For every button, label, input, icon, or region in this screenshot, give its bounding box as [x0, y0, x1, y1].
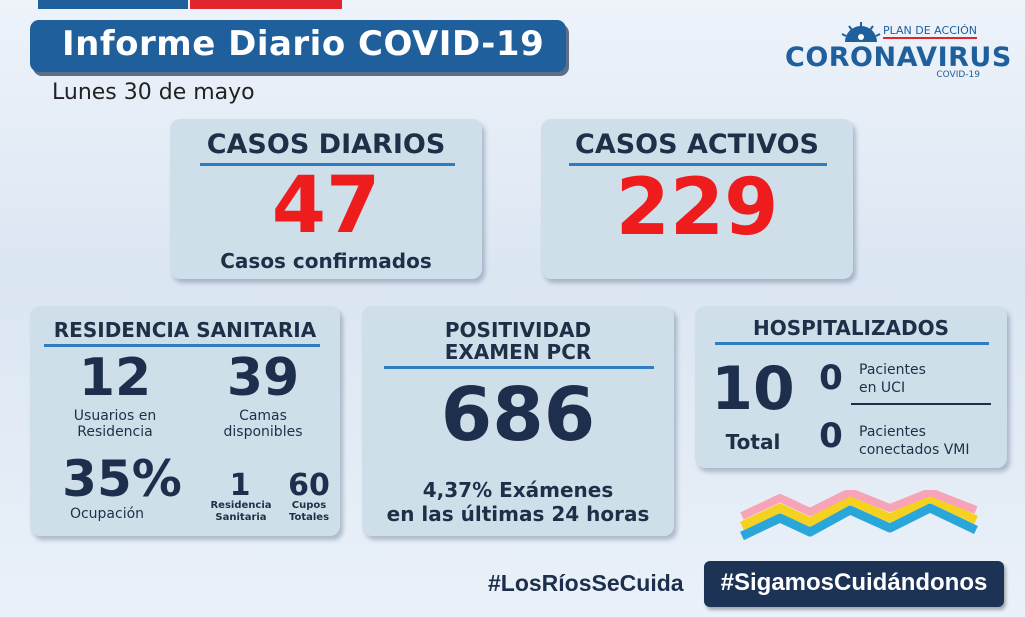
residencia-card: RESIDENCIA SANITARIA 12 Usuarios en Resi… — [30, 306, 340, 536]
casos-diarios-card: CASOS DIARIOS 47 Casos confirmados — [170, 119, 482, 279]
camas-label-2: disponibles — [223, 424, 303, 440]
positividad-value: 686 — [440, 372, 596, 458]
casos-diarios-heading: CASOS DIARIOS — [206, 129, 446, 160]
ocupacion-label: Ocupación — [69, 506, 145, 522]
sun-emblem-icon — [841, 22, 881, 42]
positividad-rule — [384, 366, 654, 369]
hashtag-sigamos-pill: #SigamosCuidándonos — [704, 561, 1004, 607]
camas-label-1: Camas — [239, 408, 287, 424]
cupos-label-2: Totales — [288, 512, 330, 523]
casos-activos-heading: CASOS ACTIVOS — [575, 129, 819, 160]
hospitalizados-total-value: 10 — [711, 354, 795, 424]
usuarios-value: 12 — [78, 348, 152, 408]
cupos-label-1: Cupos — [291, 500, 327, 511]
hospitalizados-heading: HOSPITALIZADOS — [753, 316, 949, 340]
uci-divider — [851, 403, 991, 405]
usuarios-label-2: Residencia — [77, 424, 153, 440]
ocupacion-value: 35% — [62, 450, 182, 508]
casos-diarios-caption: Casos confirmados — [220, 249, 432, 273]
casos-diarios-rule — [200, 163, 455, 166]
positividad-caption-2: en las últimas 24 horas — [386, 502, 650, 526]
residencia-count-label-1: Residencia — [210, 500, 272, 511]
logo-covid-text: COVID-19 — [936, 70, 980, 80]
hospitalizados-card: HOSPITALIZADOS 10 Total 0 Pacientes en U… — [695, 306, 1007, 468]
usuarios-label-1: Usuarios en — [73, 408, 157, 424]
title-banner: Informe Diario COVID-19 — [30, 20, 566, 72]
camas-value: 39 — [226, 348, 300, 408]
positividad-caption-1: 4,37% Exámenes — [422, 478, 614, 502]
report-date: Lunes 30 de mayo — [52, 80, 255, 105]
flag-strip-red — [190, 0, 342, 9]
plan-logo: PLAN DE ACCIÓN CORONAVIRUS COVID-19 — [785, 20, 1011, 82]
positividad-heading-2: EXAMEN PCR — [444, 340, 592, 364]
uci-label-1: Pacientes — [859, 362, 926, 378]
casos-diarios-value: 47 — [271, 161, 381, 251]
logo-coronavirus-text: CORONAVIRUS — [785, 42, 1012, 73]
positividad-card: POSITIVIDAD EXAMEN PCR 686 4,37% Exámene… — [362, 306, 674, 536]
residencia-rule — [44, 344, 320, 347]
logo-plan-text: PLAN DE ACCIÓN — [883, 24, 978, 39]
residencia-heading: RESIDENCIA SANITARIA — [53, 318, 317, 342]
residencia-count-value: 1 — [229, 468, 251, 503]
casos-activos-value: 229 — [615, 163, 779, 253]
residencia-count-label-2: Sanitaria — [215, 512, 267, 523]
hospitalizados-total-label: Total — [725, 430, 781, 454]
los-rios-mountains-icon — [740, 490, 978, 541]
positividad-heading-1: POSITIVIDAD — [444, 318, 592, 342]
vmi-value: 0 — [819, 416, 843, 456]
hashtag-sigamos: #SigamosCuidándonos — [720, 569, 988, 596]
vmi-label-2: conectados VMI — [859, 442, 970, 458]
hospitalizados-rule — [715, 342, 989, 345]
uci-label-2: en UCI — [859, 380, 906, 396]
page-title: Informe Diario COVID-19 — [62, 24, 545, 64]
cupos-value: 60 — [288, 468, 330, 503]
hashtag-losrios: #LosRíosSeCuida — [488, 570, 684, 596]
uci-value: 0 — [819, 358, 843, 398]
vmi-label-1: Pacientes — [859, 424, 926, 440]
flag-strip-blue — [38, 0, 188, 9]
casos-activos-card: CASOS ACTIVOS 229 — [541, 119, 853, 279]
casos-activos-rule — [569, 163, 827, 166]
